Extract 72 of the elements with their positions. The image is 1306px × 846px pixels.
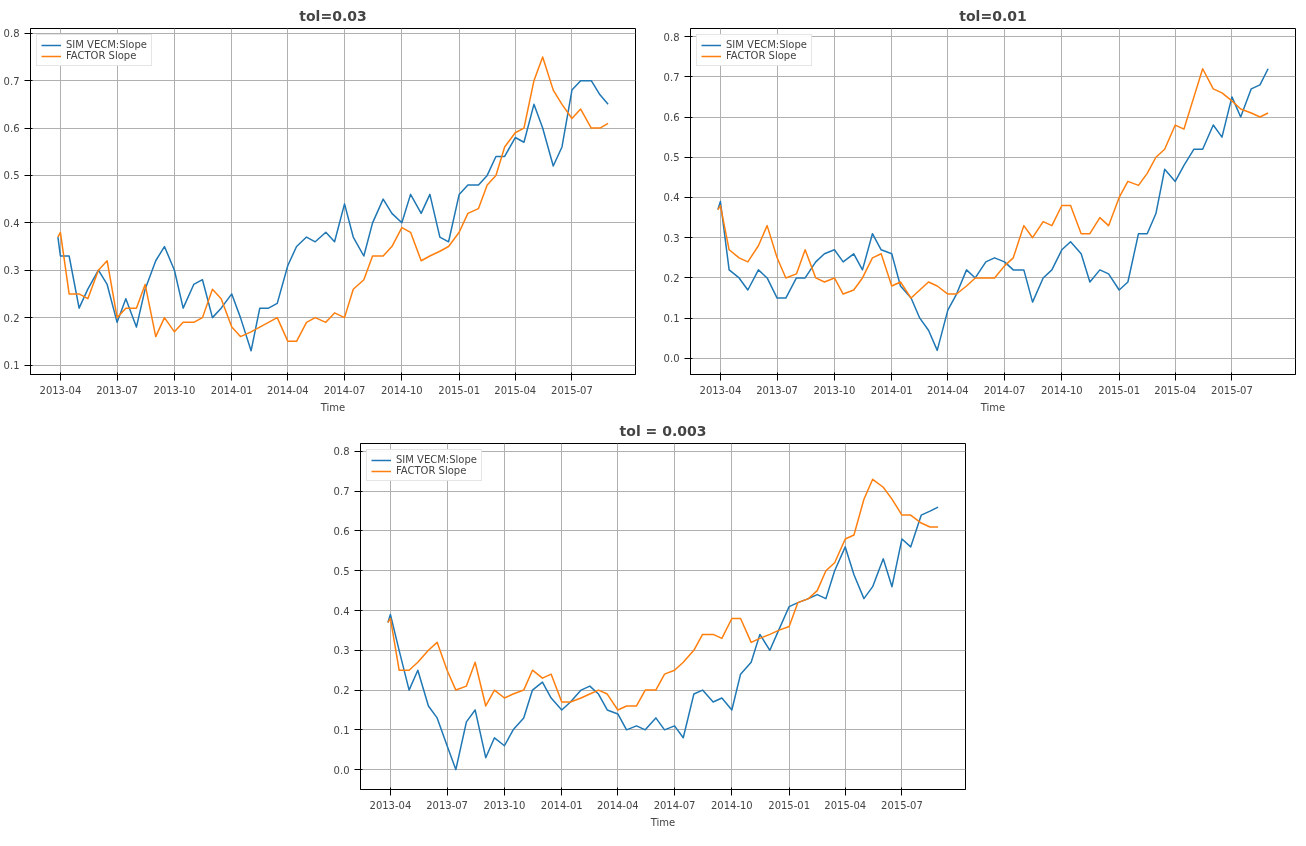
x-tick-label: 2014-07 [983, 384, 1026, 396]
legend-label: FACTOR Slope [726, 50, 797, 61]
legend-label: SIM VECM:Slope [396, 454, 477, 465]
legend-label: SIM VECM:Slope [66, 39, 147, 50]
x-tick-label: 2014-01 [210, 384, 253, 396]
x-tick-label: 2015-01 [768, 799, 811, 811]
x-tick-label: 2014-04 [926, 384, 969, 396]
x-tick-label: 2015-04 [824, 799, 867, 811]
chart-title: tol=0.03 [299, 7, 367, 24]
y-tick-label: 0.3 [3, 265, 20, 277]
x-tick-label: 2014-10 [710, 799, 753, 811]
y-tick-label: 0.5 [663, 152, 680, 164]
y-tick-label: 0.7 [663, 71, 680, 83]
x-tick-label: 2015-07 [551, 384, 593, 396]
x-tick-label: 2015-01 [438, 384, 481, 396]
x-tick-label: 2014-01 [540, 799, 583, 811]
line-series [387, 506, 939, 771]
x-tick-label: 2013-04 [699, 384, 742, 396]
y-tick-label: 0.2 [663, 272, 680, 284]
x-axis-title: Time [319, 401, 346, 413]
y-tick-label: 0.8 [3, 28, 20, 40]
x-tick-label: 2013-04 [39, 384, 82, 396]
x-axis-title: Time [979, 401, 1006, 413]
x-tick-label: 2014-07 [653, 799, 696, 811]
x-tick-label: 2013-10 [813, 384, 856, 396]
x-tick-label: 2013-07 [426, 799, 469, 811]
y-tick-label: 0.8 [333, 446, 350, 458]
x-axis-title: Time [649, 816, 676, 828]
y-tick-label: 0.7 [333, 486, 350, 498]
y-tick-label: 0.4 [3, 217, 20, 229]
legend-label: FACTOR Slope [396, 465, 467, 476]
x-tick-label: 2013-10 [153, 384, 196, 396]
y-tick-label: 0.4 [663, 192, 680, 204]
y-tick-label: 0.6 [333, 525, 350, 537]
y-tick-label: 0.5 [3, 170, 20, 182]
x-tick-label: 2015-04 [1154, 384, 1197, 396]
line-series [387, 478, 939, 711]
x-tick-label: 2014-01 [870, 384, 913, 396]
x-tick-label: 2015-07 [1211, 384, 1253, 396]
y-tick-label: 0.8 [663, 31, 680, 43]
chart-title: tol = 0.003 [619, 422, 707, 439]
y-tick-label: 0.3 [333, 645, 350, 657]
x-tick-label: 2013-10 [483, 799, 526, 811]
y-tick-label: 0.1 [3, 360, 20, 372]
y-tick-label: 0.2 [333, 685, 350, 697]
y-tick-label: 0.4 [333, 605, 350, 617]
line-series [717, 67, 1269, 299]
x-tick-label: 2014-10 [1040, 384, 1083, 396]
y-tick-label: 0.2 [3, 312, 20, 324]
chart-title: tol=0.01 [959, 7, 1027, 24]
line-series [717, 67, 1269, 352]
y-tick-label: 0.6 [3, 123, 20, 135]
x-tick-label: 2013-07 [96, 384, 139, 396]
y-tick-label: 0.0 [333, 764, 350, 776]
y-tick-label: 0.1 [333, 724, 350, 736]
legend-label: SIM VECM:Slope [726, 39, 807, 50]
x-tick-label: 2014-07 [323, 384, 366, 396]
y-tick-label: 0.6 [663, 112, 680, 124]
y-tick-label: 0.3 [663, 232, 680, 244]
y-tick-label: 0.5 [333, 565, 350, 577]
x-tick-label: 2013-04 [369, 799, 412, 811]
x-tick-label: 2014-10 [380, 384, 423, 396]
y-tick-label: 0.7 [3, 75, 20, 87]
x-tick-label: 2015-07 [881, 799, 923, 811]
x-tick-label: 2013-07 [756, 384, 799, 396]
y-tick-label: 0.0 [663, 353, 680, 365]
legend-label: FACTOR Slope [66, 50, 137, 61]
x-tick-label: 2015-01 [1098, 384, 1141, 396]
y-tick-label: 0.1 [663, 313, 680, 325]
x-tick-label: 2014-04 [596, 799, 639, 811]
x-tick-label: 2014-04 [266, 384, 309, 396]
x-tick-label: 2015-04 [494, 384, 537, 396]
